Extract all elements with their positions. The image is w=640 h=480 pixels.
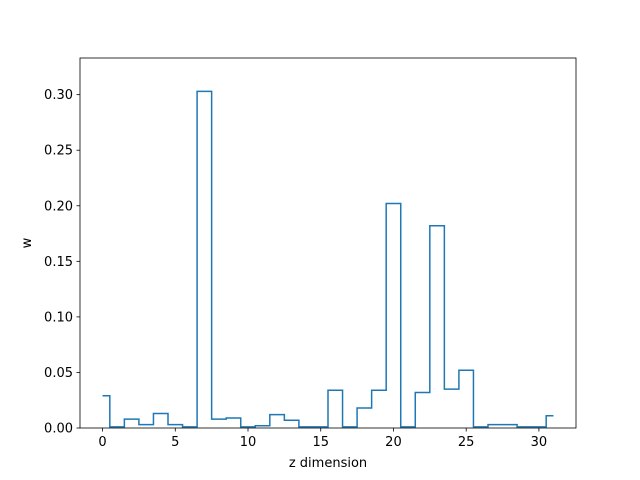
y-tick-label: 0.10	[44, 310, 73, 325]
y-tick-label: 0.05	[44, 366, 73, 381]
x-tick-label: 20	[385, 435, 402, 450]
plot-frame	[79, 57, 577, 429]
x-tick-label: 0	[98, 435, 106, 450]
x-tick-label: 25	[458, 435, 475, 450]
y-tick-label: 0.00	[44, 422, 73, 437]
x-axis-label: z dimension	[289, 456, 367, 471]
x-tick-label: 15	[312, 435, 329, 450]
plot-area	[80, 58, 576, 428]
x-tick-label: 5	[171, 435, 179, 450]
y-tick-label: 0.30	[44, 88, 73, 103]
y-tick-label: 0.15	[44, 255, 73, 270]
x-tick-label: 10	[240, 435, 257, 450]
x-tick-label: 30	[531, 435, 548, 450]
series-line	[102, 90, 554, 428]
y-axis-label: w	[20, 237, 35, 248]
y-axis-ticks: 0.00 0.05 0.10 0.15 0.20 0.25 0.30	[44, 88, 80, 437]
y-tick-label: 0.20	[44, 199, 73, 214]
x-axis-ticks: 0 5 10 15 20 25 30	[98, 428, 547, 450]
y-tick-label: 0.25	[44, 144, 73, 159]
